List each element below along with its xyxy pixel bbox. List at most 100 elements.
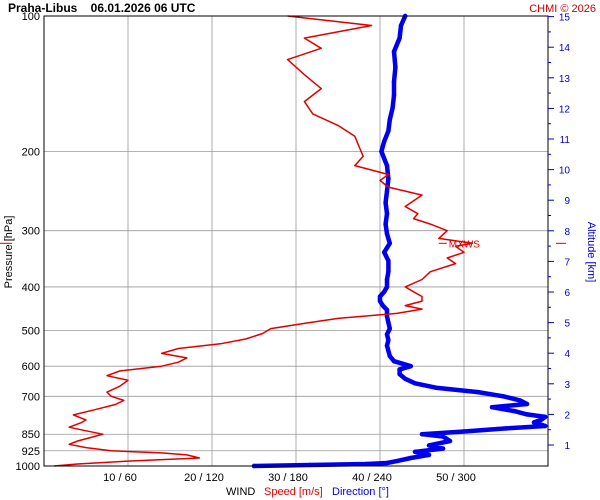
direction-point xyxy=(380,303,385,308)
direction-point xyxy=(524,401,530,407)
direction-point xyxy=(384,332,390,337)
direction-label: Direction [°] xyxy=(332,486,389,498)
direction-point xyxy=(524,412,530,417)
altitude-tick-label: 5 xyxy=(564,319,570,330)
wind-tick-label: 40 / 240 xyxy=(352,472,392,484)
direction-point xyxy=(384,188,390,194)
direction-point xyxy=(384,277,390,282)
direction-point xyxy=(543,414,548,420)
pressure-tick-label: 200 xyxy=(22,146,40,158)
altitude-tick-label: 12 xyxy=(559,104,571,115)
direction-point xyxy=(390,105,395,111)
direction-point xyxy=(387,117,392,122)
direction-point xyxy=(489,405,495,410)
altitude-tick-label: 11 xyxy=(560,135,571,146)
credit-text: CHMI © 2026 xyxy=(529,3,596,15)
direction-point xyxy=(503,426,509,431)
direction-point xyxy=(426,443,432,448)
direction-point xyxy=(383,200,388,205)
speed-series-line xyxy=(54,15,474,467)
direction-point xyxy=(382,250,387,255)
direction-point xyxy=(501,394,506,399)
direction-point xyxy=(386,348,391,354)
direction-point xyxy=(512,408,517,414)
direction-point xyxy=(391,359,397,364)
pressure-tick-label: 600 xyxy=(22,361,40,373)
direction-point xyxy=(398,23,404,28)
direction-point xyxy=(384,163,390,168)
altitude-tick-label: 15 xyxy=(559,13,571,24)
direction-point xyxy=(419,432,425,437)
direction-point xyxy=(447,438,453,444)
direction-point xyxy=(397,35,402,41)
altitude-tick-label: 10 xyxy=(559,166,571,177)
pressure-tick-label: 300 xyxy=(22,226,40,238)
direction-point xyxy=(461,429,467,434)
wind-tick-label: 30 / 180 xyxy=(268,472,308,484)
direction-point xyxy=(397,367,402,372)
altitude-tick-label: 4 xyxy=(564,349,570,360)
direction-point xyxy=(391,49,397,54)
pressure-tick-label: 925 xyxy=(22,446,40,458)
direction-point xyxy=(440,434,446,439)
direction-point xyxy=(377,294,383,299)
altitude-tick-label: 13 xyxy=(559,74,571,85)
direction-point xyxy=(412,449,418,454)
direction-point xyxy=(377,298,383,304)
pressure-tick-label: 100 xyxy=(22,11,40,23)
altitude-tick-label: 14 xyxy=(559,43,571,54)
direction-point xyxy=(386,128,391,134)
direction-point xyxy=(387,241,392,246)
speed-label: Speed [m/s] xyxy=(264,486,323,498)
direction-point xyxy=(408,364,413,369)
direction-point xyxy=(363,461,369,467)
direction-point xyxy=(384,231,390,237)
direction-point xyxy=(517,398,523,403)
direction-point xyxy=(408,455,413,461)
pressure-tick-label: 1000 xyxy=(16,461,40,473)
altitude-tick-label: 1 xyxy=(564,441,570,452)
direction-point xyxy=(412,381,418,386)
altitude-tick-label: 6 xyxy=(564,288,570,299)
wind-tick-label: 20 / 120 xyxy=(184,472,224,484)
direction-point xyxy=(538,417,544,423)
altitude-tick-label: 8 xyxy=(564,227,570,238)
altitude-tick-label: 3 xyxy=(564,380,570,391)
altitude-tick-label: 7 xyxy=(564,257,570,268)
direction-point xyxy=(384,307,390,313)
wind-axis: 10 / 60 20 / 120 30 / 180 40 / 240 50 / 300 xyxy=(103,472,476,484)
direction-point xyxy=(394,458,399,464)
chart-title: Praha-Libus 06.01.2026 06 UTC xyxy=(8,1,196,15)
direction-point xyxy=(387,353,392,359)
direction-point xyxy=(379,149,384,154)
direction-point xyxy=(543,423,548,429)
direction-point xyxy=(384,284,390,290)
direction-point xyxy=(391,93,397,98)
pressure-tick-label: 500 xyxy=(22,326,40,338)
pressure-tick-label: 700 xyxy=(22,391,40,403)
direction-point xyxy=(386,320,391,325)
wind-label: WIND xyxy=(226,486,255,498)
direction-point xyxy=(382,289,387,294)
direction-point xyxy=(386,337,391,343)
direction-point xyxy=(391,79,397,85)
direction-point xyxy=(475,389,481,395)
direction-point xyxy=(384,343,390,348)
direction-point xyxy=(393,65,398,70)
data-marks: MXWS xyxy=(0,13,566,469)
wind-tick-label: 10 / 60 xyxy=(103,472,137,484)
pressure-axis: 100 200 300 400 500 600 700 850 925 1000 xyxy=(16,11,40,473)
direction-point xyxy=(386,269,391,274)
pressure-tick-label: 850 xyxy=(22,429,40,441)
direction-point xyxy=(384,460,390,466)
wind-tick-label: 50 / 300 xyxy=(436,472,476,484)
direction-point xyxy=(307,462,313,468)
altitude-tick-label: 2 xyxy=(564,410,570,421)
direction-point xyxy=(403,376,408,381)
direction-point xyxy=(433,385,439,390)
direction-point xyxy=(531,420,537,425)
altitude-axis-label: Altitude [km] xyxy=(585,222,597,283)
